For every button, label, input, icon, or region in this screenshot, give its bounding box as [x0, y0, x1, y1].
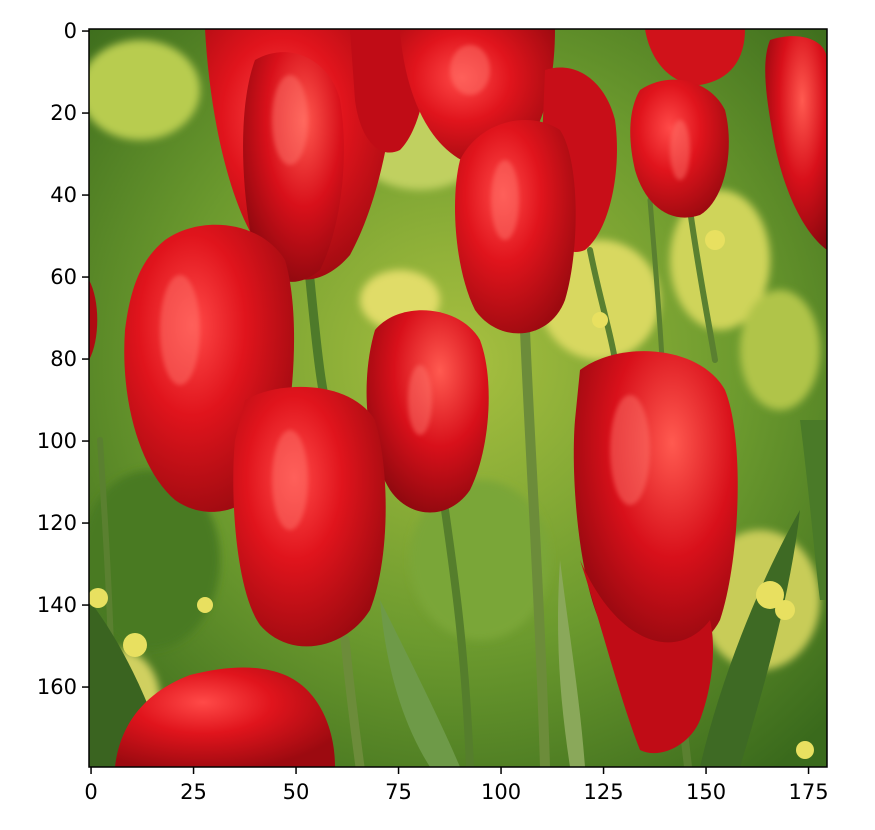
- x-tick-label: 0: [84, 780, 97, 804]
- tulip-photo: [89, 29, 827, 767]
- axes-frame: [88, 28, 828, 768]
- stems: [97, 197, 718, 767]
- y-axis: 0 20 40 60 80 100 120 140 160: [37, 19, 89, 699]
- y-tick-label: 80: [50, 347, 77, 371]
- x-tick-label: 50: [283, 780, 310, 804]
- y-tick-label: 20: [50, 101, 77, 125]
- x-tick-label: 100: [481, 780, 521, 804]
- yellow-flowers: [89, 230, 814, 759]
- y-tick-label: 100: [37, 429, 77, 453]
- x-tick-label: 25: [180, 780, 207, 804]
- x-tick-label: 175: [789, 780, 829, 804]
- y-tick-label: 160: [37, 675, 77, 699]
- y-tick-label: 0: [64, 19, 77, 43]
- x-axis: 0 25 50 75 100 125 150 175: [84, 767, 829, 804]
- x-tick-label: 75: [385, 780, 412, 804]
- y-tick-label: 120: [37, 511, 77, 535]
- x-tick-label: 125: [584, 780, 624, 804]
- x-tick-label: 150: [686, 780, 726, 804]
- y-tick-label: 140: [37, 593, 77, 617]
- y-tick-label: 40: [50, 183, 77, 207]
- petal-highlights: [160, 45, 690, 530]
- y-tick-label: 60: [50, 265, 77, 289]
